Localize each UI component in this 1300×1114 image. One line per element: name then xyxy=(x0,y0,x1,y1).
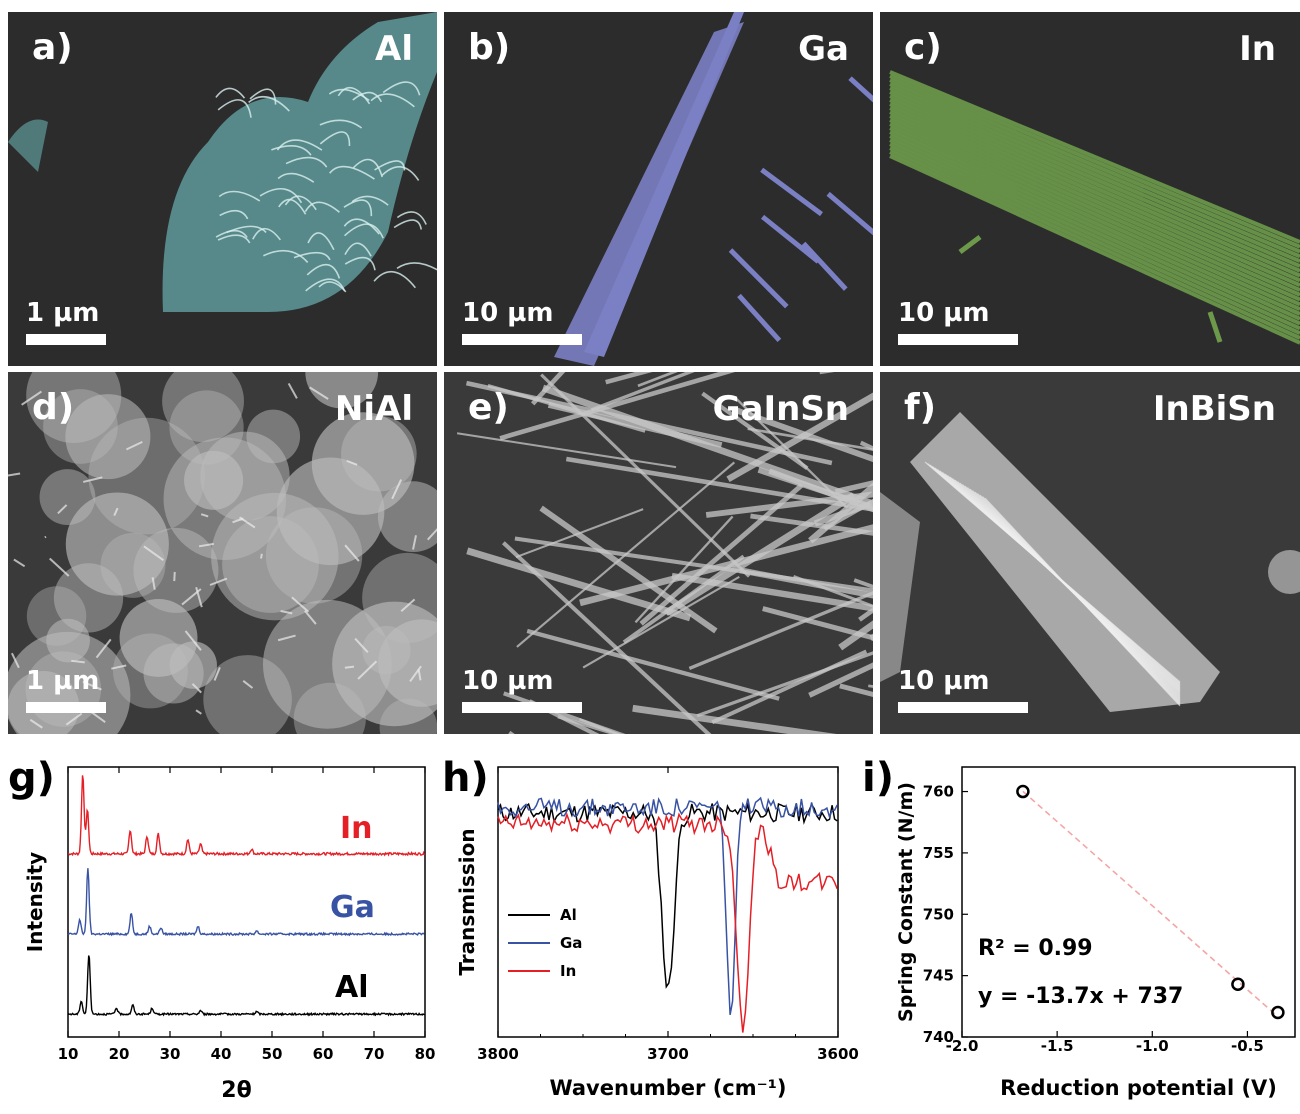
panel-material-label: In xyxy=(1239,32,1276,66)
y-tick-label: 745 xyxy=(923,967,954,985)
spring-constant-plot: -2.0-1.5-1.0-0.5740745750755760Reduction… xyxy=(860,745,1300,1109)
y-tick-label: 755 xyxy=(923,844,954,862)
ftir-plot: 3800 3700 3600 Wavenumber (cm⁻¹) Transmissio… xyxy=(440,745,870,1109)
scale-bar xyxy=(26,702,106,713)
panel-label: c) xyxy=(904,30,942,66)
flake xyxy=(345,667,354,668)
x-tick-label: 50 xyxy=(262,1045,283,1063)
flake-cluster xyxy=(246,410,300,464)
scale-bar xyxy=(898,702,1028,713)
x-tick-label: -0.5 xyxy=(1231,1037,1264,1055)
x-tick-label: 3700 xyxy=(647,1045,689,1063)
sem-panel-in: c) In 10 µm xyxy=(880,12,1300,366)
scale-bar xyxy=(898,334,1018,345)
flake-cluster xyxy=(27,586,86,645)
r-squared-annotation: R² = 0.99 xyxy=(978,936,1093,961)
scale-bar-label: 10 µm xyxy=(898,300,989,326)
panel-label: i) xyxy=(862,755,894,801)
y-axis-label: Intensity xyxy=(23,852,47,952)
x-tick-label: 60 xyxy=(313,1045,334,1063)
legend-label-in: In xyxy=(560,962,576,980)
series-label-in: In xyxy=(340,811,373,846)
x-tick-label: 10 xyxy=(58,1045,79,1063)
x-tick-label: -1.0 xyxy=(1136,1037,1169,1055)
x-axis-label: 2θ xyxy=(221,1078,251,1103)
panel-label: d) xyxy=(32,390,74,426)
sem-panel-nial: d) NiAl 1 µm xyxy=(8,372,437,734)
scale-bar-label: 10 µm xyxy=(898,668,989,694)
panel-label: e) xyxy=(468,390,509,426)
scale-bar-label: 10 µm xyxy=(462,300,553,326)
panel-material-label: GaInSn xyxy=(713,392,849,426)
flake xyxy=(261,554,262,559)
x-axis-label: Reduction potential (V) xyxy=(1000,1076,1277,1100)
panel-material-label: Al xyxy=(375,32,413,66)
ftir-series-ga xyxy=(498,798,837,1015)
x-tick-label: 40 xyxy=(211,1045,232,1063)
ftir-series-al xyxy=(498,804,837,987)
ftir-series-in xyxy=(498,814,837,1032)
chart-g-xrd: 10 20 30 40 50 60 70 80 2θ Intensity g) In Ga Al xyxy=(0,745,440,1109)
x-tick-label: 30 xyxy=(160,1045,181,1063)
scale-bar-label: 1 µm xyxy=(26,668,99,694)
panel-material-label: InBiSn xyxy=(1153,392,1276,426)
y-tick-label: 760 xyxy=(923,783,954,801)
panel-material-label: Ga xyxy=(798,32,849,66)
scale-bar xyxy=(462,334,582,345)
panel-label: h) xyxy=(442,755,489,801)
panel-label: a) xyxy=(32,30,73,66)
panel-label: f) xyxy=(904,390,936,426)
scale-bar xyxy=(462,702,582,713)
flake xyxy=(45,537,46,538)
scale-bar xyxy=(26,334,106,345)
sem-panel-gainsn: e) GaInSn 10 µm xyxy=(444,372,873,734)
y-axis-label: Spring Constant (N/m) xyxy=(895,782,917,1022)
y-tick-label: 750 xyxy=(923,905,954,923)
xrd-series-al xyxy=(68,956,425,1016)
series-label-ga: Ga xyxy=(330,890,375,925)
x-axis-label: Wavenumber (cm⁻¹) xyxy=(549,1076,786,1100)
x-tick-label: 3800 xyxy=(477,1045,519,1063)
x-tick-label: -1.5 xyxy=(1041,1037,1074,1055)
y-tick-label: 740 xyxy=(923,1028,954,1046)
scale-bar-label: 10 µm xyxy=(462,668,553,694)
y-axis-label: Transmission xyxy=(455,828,479,975)
x-tick-label: 80 xyxy=(415,1045,436,1063)
panel-label: b) xyxy=(468,30,510,66)
chart-h-ftir: 3800 3700 3600 Wavenumber (cm⁻¹) Transmissio… xyxy=(440,745,870,1109)
x-tick-label: 70 xyxy=(364,1045,385,1063)
scale-bar-label: 1 µm xyxy=(26,300,99,326)
fit-equation-annotation: y = -13.7x + 737 xyxy=(978,984,1183,1009)
legend-label-ga: Ga xyxy=(560,934,582,952)
sem-panel-inbisn: f) InBiSn 10 µm xyxy=(880,372,1300,734)
legend-label-al: Al xyxy=(560,906,577,924)
xrd-plot: 10 20 30 40 50 60 70 80 2θ Intensity g) In Ga Al xyxy=(0,745,440,1109)
panel-label: g) xyxy=(8,755,55,801)
panel-material-label: NiAl xyxy=(335,392,413,426)
x-tick-label: 20 xyxy=(109,1045,130,1063)
sem-panel-al: a) Al 1 µm xyxy=(8,12,437,366)
x-tick-label: 3600 xyxy=(817,1045,859,1063)
fit-line xyxy=(1023,791,1278,1016)
series-label-al: Al xyxy=(335,970,369,1005)
sem-panel-ga: b) Ga 10 µm xyxy=(444,12,873,366)
